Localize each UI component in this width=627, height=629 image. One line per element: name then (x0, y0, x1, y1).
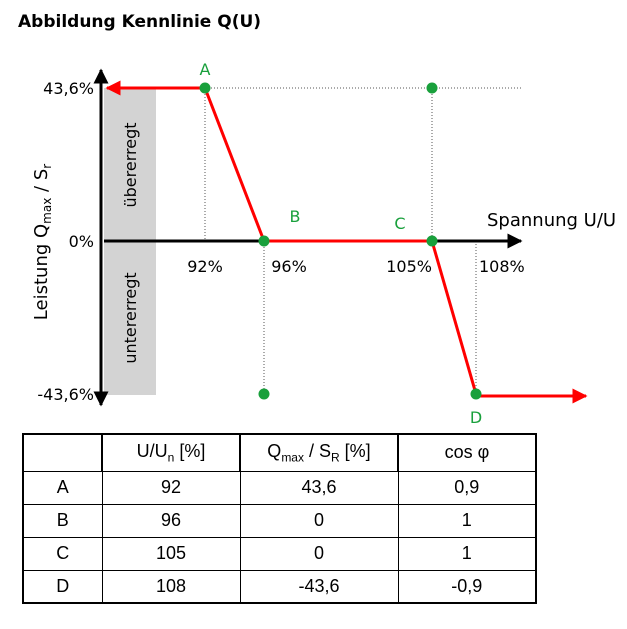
table-row: B 96 0 1 (22, 503, 537, 538)
table-cell: A (22, 470, 103, 505)
table-header-cell (22, 433, 103, 472)
page-title: Abbildung Kennlinie Q(U) (18, 12, 262, 32)
point-markers: A B C D (199, 60, 482, 427)
x-tick-label: 92% (187, 257, 223, 276)
table-header-cell: cos φ (397, 433, 537, 472)
point-marker-c (426, 235, 438, 247)
table-cell: 1 (397, 536, 537, 571)
table-cell: -0,9 (397, 569, 537, 604)
y-tick-label: -43,6% (37, 385, 94, 404)
region-lower-bg (104, 241, 156, 395)
x-tick-label: 105% (386, 257, 432, 276)
table-cell: 1 (397, 503, 537, 538)
table-header-row: U/Un [%] Qmax / SR [%] cos φ (22, 433, 537, 472)
x-tick-label: 96% (271, 257, 307, 276)
point-label-c: C (394, 214, 405, 233)
point-label-a: A (200, 60, 211, 79)
point-label-b: B (290, 207, 301, 226)
table-cell: C (22, 536, 103, 571)
table-cell: D (22, 569, 103, 604)
region-lower-label: untererregt (121, 272, 140, 363)
table-header-cell: U/Un [%] (101, 433, 241, 472)
table-cell: 105 (101, 536, 241, 571)
y-tick-label: 43,6% (43, 79, 94, 98)
guide-marker (258, 388, 270, 400)
values-table: U/Un [%] Qmax / SR [%] cos φ A 92 43,6 0… (22, 433, 537, 604)
y-tick-labels: 43,6% 0% -43,6% (37, 79, 94, 404)
table-cell: B (22, 503, 103, 538)
table-cell: 96 (101, 503, 241, 538)
series-line (203, 87, 478, 395)
table-cell: 108 (101, 569, 241, 604)
table-cell: 43,6 (239, 470, 399, 505)
table-row: A 92 43,6 0,9 (22, 470, 537, 505)
y-tick-label: 0% (69, 232, 94, 251)
region-upper-bg (104, 88, 156, 240)
table-cell: 0 (239, 536, 399, 571)
table-row: D 108 -43,6 -0,9 (22, 569, 537, 604)
table-cell: -43,6 (239, 569, 399, 604)
point-marker-d (470, 388, 482, 400)
table-cell: 0 (239, 503, 399, 538)
y-axis-label: Leistung Qmax / Sr (31, 164, 54, 320)
guide-marker (426, 82, 438, 94)
x-tick-label: 108% (479, 257, 525, 276)
point-label-d: D (470, 408, 482, 427)
table-row: C 105 0 1 (22, 536, 537, 571)
table-cell: 92 (101, 470, 241, 505)
table-cell: 0,9 (397, 470, 537, 505)
x-axis-label: Spannung U/U (487, 210, 616, 231)
region-upper-label: übererregt (121, 122, 140, 207)
q-u-characteristic-chart: übererregt untererregt Leistung Qmax / S… (31, 60, 616, 427)
point-marker-b (258, 235, 270, 247)
x-tick-labels: 92% 96% 105% 108% (187, 257, 525, 276)
table-header-cell: Qmax / SR [%] (239, 433, 399, 472)
point-marker-a (199, 82, 211, 94)
